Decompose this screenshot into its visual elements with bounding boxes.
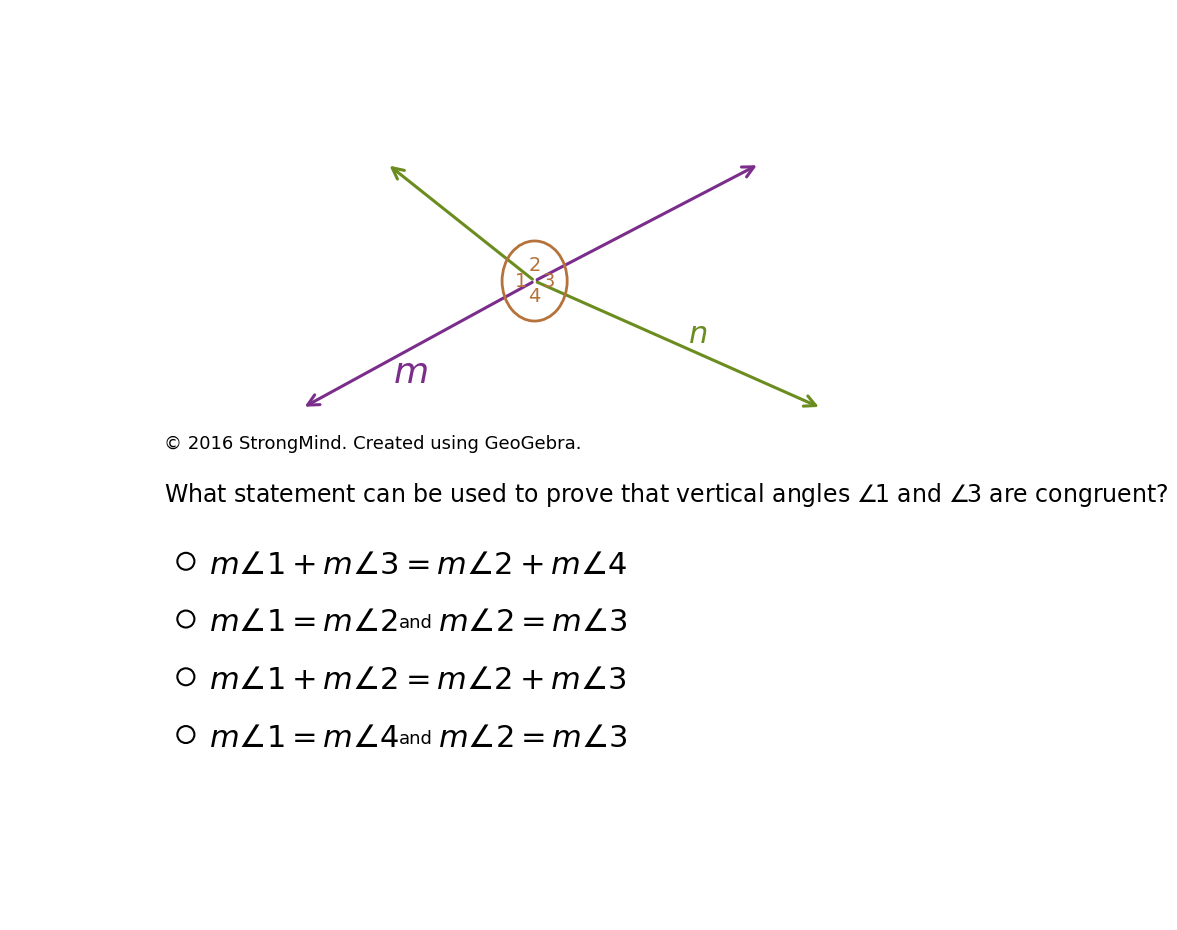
Text: 3: 3 — [543, 272, 554, 290]
Text: $m\angle1 + m\angle3 = m\angle2 + m\angle4$: $m\angle1 + m\angle3 = m\angle2 + m\angl… — [210, 551, 627, 579]
Text: 1: 1 — [514, 272, 527, 290]
Text: and: and — [399, 615, 433, 632]
Text: 4: 4 — [528, 286, 540, 306]
Text: $m\angle1 = m\angle4$: $m\angle1 = m\angle4$ — [210, 724, 400, 752]
Text: $m\angle2 = m\angle3$: $m\angle2 = m\angle3$ — [438, 724, 627, 752]
Text: What statement can be used to prove that vertical angles $\angle\!1$ and $\angle: What statement can be used to prove that… — [164, 481, 1169, 510]
Text: $m\angle1 + m\angle2 = m\angle2 + m\angle3$: $m\angle1 + m\angle2 = m\angle2 + m\angl… — [210, 666, 627, 695]
Text: $n$: $n$ — [687, 319, 707, 351]
Text: and: and — [399, 730, 433, 748]
Text: $m$: $m$ — [393, 356, 428, 391]
Text: $m\angle2 = m\angle3$: $m\angle2 = m\angle3$ — [438, 608, 627, 637]
Text: © 2016 StrongMind. Created using GeoGebra.: © 2016 StrongMind. Created using GeoGebr… — [164, 435, 581, 453]
Text: $m\angle1 = m\angle2$: $m\angle1 = m\angle2$ — [210, 608, 399, 637]
Text: 2: 2 — [528, 256, 540, 275]
